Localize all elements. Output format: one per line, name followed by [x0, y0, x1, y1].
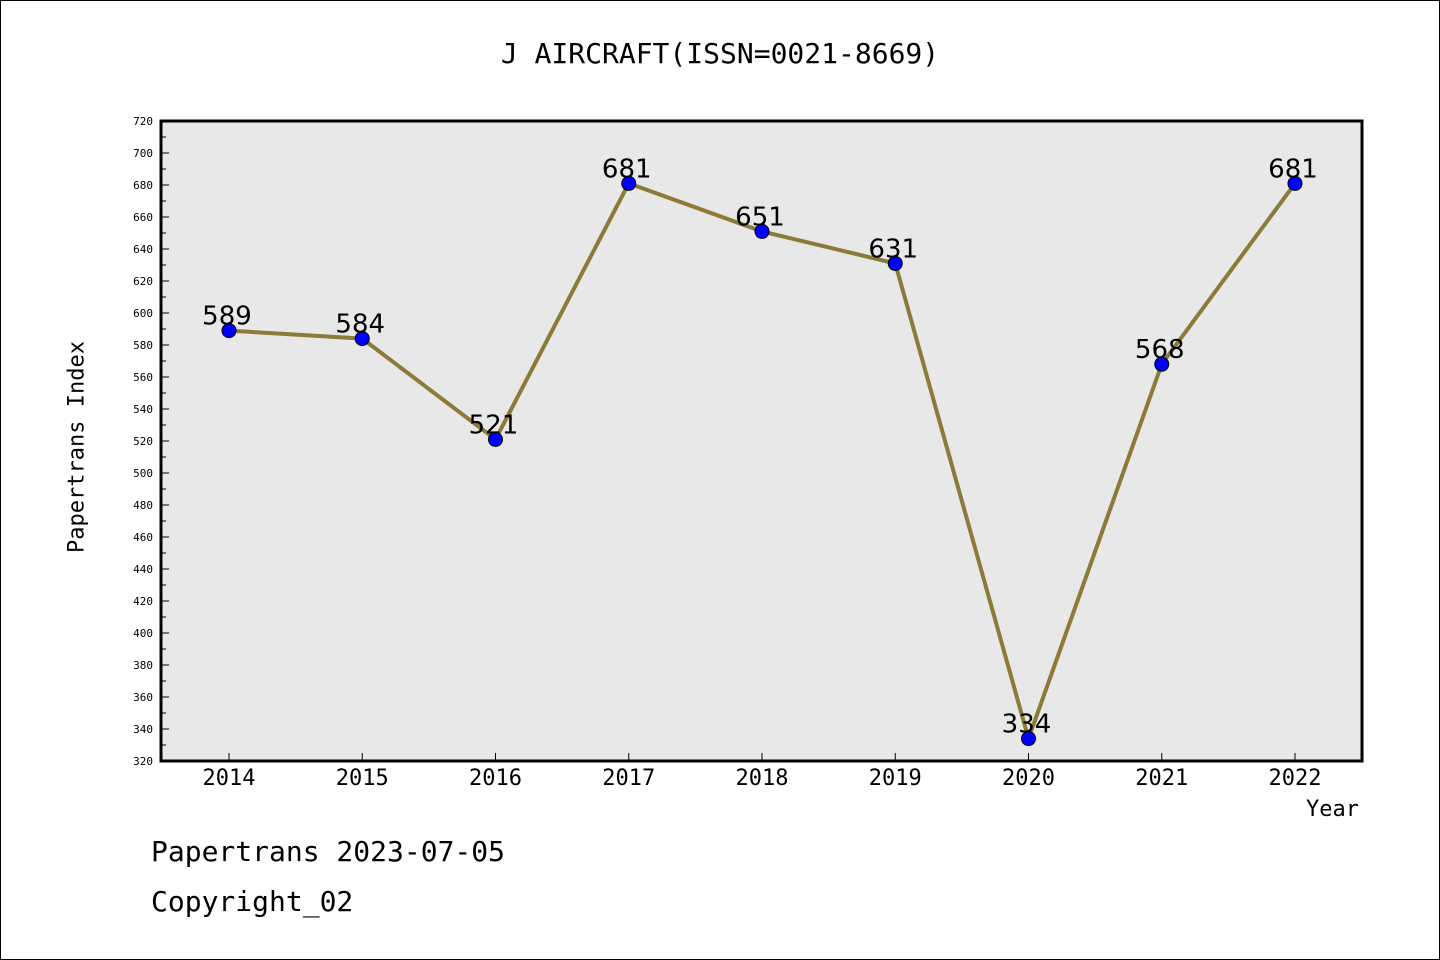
- x-tick-label: 2014: [203, 766, 256, 791]
- footer-copyright: Copyright_02: [151, 885, 354, 918]
- data-point: [1021, 731, 1036, 747]
- y-tick-label: 400: [133, 627, 153, 640]
- y-tick-label: 460: [133, 531, 153, 544]
- y-tick-label: 680: [133, 179, 153, 192]
- y-tick-label: 500: [133, 467, 153, 480]
- y-tick-label: 600: [133, 307, 153, 320]
- data-point: [1154, 356, 1170, 372]
- y-tick-label: 640: [133, 243, 153, 256]
- y-tick-label: 520: [133, 435, 153, 448]
- data-point: [621, 175, 637, 191]
- x-tick-label: 2022: [1269, 766, 1322, 791]
- x-tick-label: 2019: [869, 766, 922, 791]
- data-label: 568: [1135, 335, 1185, 365]
- y-tick-label: 480: [133, 499, 153, 512]
- x-tick-label: 2020: [1002, 766, 1055, 791]
- y-tick-label: 700: [133, 147, 153, 160]
- data-label: 681: [1268, 154, 1318, 184]
- x-tick-label: 2021: [1135, 766, 1188, 791]
- y-tick-label: 660: [133, 211, 153, 224]
- chart-title: J AIRCRAFT(ISSN=0021-8669): [500, 37, 940, 70]
- y-tick-label: 720: [133, 115, 153, 128]
- data-label: 334: [1002, 710, 1052, 740]
- data-label: 584: [335, 310, 385, 340]
- data-point: [754, 223, 770, 239]
- footer-date: Papertrans 2023-07-05: [151, 835, 506, 868]
- data-label: 631: [868, 234, 918, 264]
- data-point: [887, 255, 903, 271]
- x-tick-label: 2018: [736, 766, 789, 791]
- data-label: 521: [469, 410, 519, 440]
- x-axis-label: Year: [1306, 797, 1359, 822]
- data-point: [1287, 175, 1303, 191]
- y-tick-label: 360: [133, 691, 153, 704]
- y-tick-label: 560: [133, 371, 153, 384]
- data-label: 651: [735, 202, 785, 232]
- data-point: [488, 431, 503, 447]
- y-tick-label: 320: [133, 755, 153, 768]
- data-point: [221, 323, 237, 339]
- data-label: 681: [602, 154, 652, 184]
- y-tick-label: 440: [133, 563, 153, 576]
- x-tick-label: 2017: [602, 766, 655, 791]
- data-label: 589: [202, 302, 252, 332]
- plot-frame: [159, 119, 1364, 763]
- data-point: [354, 331, 370, 347]
- y-tick-label: 580: [133, 339, 153, 352]
- x-tick-label: 2016: [469, 766, 522, 791]
- y-tick-label: 540: [133, 403, 153, 416]
- x-tick-label: 2015: [336, 766, 389, 791]
- y-tick-label: 620: [133, 275, 153, 288]
- y-tick-label: 380: [133, 659, 153, 672]
- y-tick-label: 420: [133, 595, 153, 608]
- y-tick-label: 340: [133, 723, 153, 736]
